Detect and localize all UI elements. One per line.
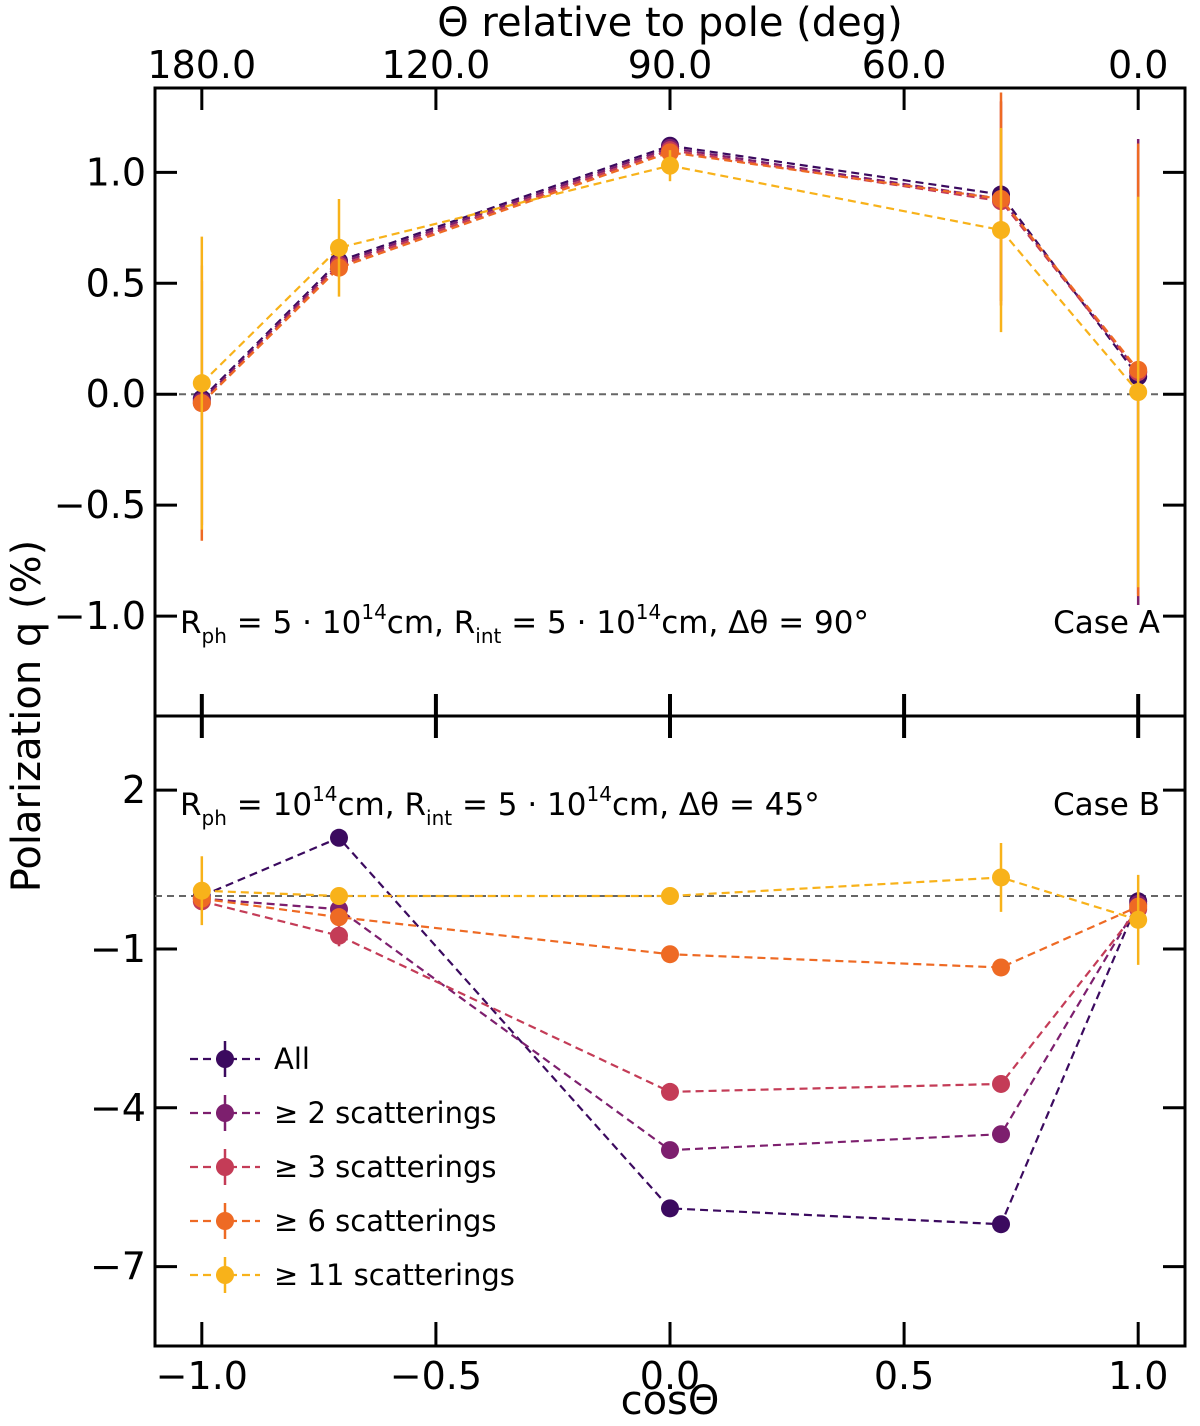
legend-entry-2: ≥ 3 scatterings: [190, 1149, 496, 1185]
legend-marker-4: [216, 1266, 234, 1284]
panel-b-series-2-point-1: [329, 926, 348, 945]
panel-a-series-2-line: [201, 149, 1140, 404]
legend-entry-1: ≥ 2 scatterings: [190, 1095, 496, 1131]
top-tick-label-0: 180.0: [147, 43, 256, 87]
panel-a-ytick-label-3: 0.5: [86, 261, 146, 305]
panel-a-annot-r: R: [180, 605, 202, 641]
panel-b-series-0-line: [201, 836, 1140, 1226]
panel-b-annotation: Rph = 1014cm, Rint = 5 · 1014cm, Δθ = 45…: [180, 782, 820, 830]
panel-a-annot-sub-int: int: [475, 624, 501, 648]
panel-a-series-4-point-0: [192, 374, 211, 393]
legend-marker-2: [216, 1158, 234, 1176]
legend-entry-3: ≥ 6 scatterings: [190, 1203, 496, 1239]
x-axis-title: cosΘ: [621, 1378, 720, 1424]
legend-entry-4: ≥ 11 scatterings: [190, 1257, 515, 1293]
top-tick-label-2: 90.0: [628, 43, 713, 87]
panel-b-annot-sub-ph: ph: [202, 806, 227, 830]
data-series: [192, 92, 1148, 1234]
panel-b-series-1-point-2: [661, 1141, 679, 1160]
panel-b-series-2-point-2: [661, 1082, 679, 1101]
panel-b-series-3-point-3: [992, 958, 1011, 977]
legend-marker-1: [216, 1104, 234, 1122]
legend-label-4: ≥ 11 scatterings: [274, 1258, 515, 1292]
panel-a-ytick-label-1: −0.5: [54, 483, 146, 527]
panel-b-series-1-point-3: [992, 1125, 1011, 1144]
panel-b-annot-exp2: 14: [587, 782, 612, 806]
panel-a-annot-exp2: 14: [636, 600, 661, 624]
panel-a-annot-sub-ph: ph: [202, 624, 227, 648]
panel-a-case-label: Case A: [1053, 605, 1160, 641]
panel-b-annot-end: cm, Δθ = 45°: [612, 787, 820, 823]
panel-a-series-4-point-2: [661, 156, 679, 175]
panel-b-annot-sub-int: int: [426, 806, 452, 830]
panel-b-series-0-point-1: [329, 828, 348, 847]
top-tick-label-3: 60.0: [862, 43, 947, 87]
panel-b-case-label: Case B: [1053, 787, 1160, 823]
panel-b-annot-exp1: 14: [312, 782, 337, 806]
panel-b-ytick-label-0: 2: [122, 768, 146, 812]
legend-label-1: ≥ 2 scatterings: [274, 1096, 496, 1130]
legend: All ≥ 2 scatterings ≥ 3 scatterings ≥ 6 sca…: [190, 1041, 515, 1293]
x-tick-label-3: 0.5: [874, 1354, 934, 1398]
x-tick-label-0: −1.0: [156, 1354, 248, 1398]
x-tick-label-4: 1.0: [1108, 1354, 1168, 1398]
panel-a-annot-eq1: = 5 · 10: [227, 605, 361, 641]
panel-a-annot-mid: cm, R: [387, 605, 476, 641]
panel-b-annot-r: R: [180, 787, 202, 823]
panel-b-ytick-label-2: −4: [90, 1086, 146, 1130]
panel-b-annot-eq1: = 10: [227, 787, 312, 823]
legend-entry-0: All: [190, 1041, 310, 1077]
y-axis-title: Polarization q (%): [4, 540, 50, 893]
panel-b-series-3-point-1: [329, 908, 348, 927]
panel-a-annot-exp1: 14: [361, 600, 386, 624]
panel-a-series-3-line: [201, 151, 1140, 404]
panel-b-ytick-label-1: −1: [90, 927, 146, 971]
legend-label-0: All: [274, 1042, 310, 1076]
panel-b-series-4-point-0: [192, 881, 211, 900]
panel-b-series-3-point-2: [661, 945, 679, 964]
panel-a-annot-eq2: = 5 · 10: [501, 605, 635, 641]
panel-b-series-0-point-3: [992, 1215, 1011, 1234]
panel-b-series-4-point-2: [661, 887, 679, 905]
panel-b-series-4: [192, 843, 1148, 965]
x-tick-label-1: −0.5: [390, 1354, 482, 1398]
panel-a-series-4-point-3: [992, 221, 1011, 240]
legend-marker-0: [216, 1050, 234, 1068]
panel-b-series-4-point-3: [992, 868, 1011, 887]
top-axis-title: Θ relative to pole (deg): [437, 0, 903, 46]
panel-b-series-0-point-2: [661, 1199, 679, 1218]
x-tick-label-2: 0.0: [640, 1354, 700, 1398]
panel-b-series-4-point-4: [1129, 910, 1148, 929]
panel-a-annot-end: cm, Δθ = 90°: [661, 605, 869, 641]
panel-b-annot-mid: cm, R: [338, 787, 427, 823]
panel-a-series-4-point-4: [1129, 383, 1148, 402]
top-tick-label-4: 0.0: [1108, 43, 1168, 87]
legend-label-3: ≥ 6 scatterings: [274, 1204, 496, 1238]
panel-a-annotation: Rph = 5 · 1014cm, Rint = 5 · 1014cm, Δθ …: [180, 600, 869, 648]
legend-marker-3: [216, 1212, 234, 1230]
panel-a-series-4: [192, 127, 1148, 588]
panel-a-ytick-label-0: −1.0: [54, 594, 146, 638]
top-tick-label-1: 120.0: [382, 43, 491, 87]
panel-b-series-2-point-3: [992, 1074, 1011, 1093]
panel-b-annot-eq2: = 5 · 10: [452, 787, 586, 823]
panel-a-ytick-label-2: 0.0: [86, 372, 146, 416]
axis-ticks: 180.0 120.0 90.0 60.0 0.0 −1.0 −0.5 0.0 0.5 1.0 −1…: [54, 43, 1185, 1398]
panel-a-series-4-point-1: [329, 238, 348, 257]
panel-b-series-4-point-1: [329, 887, 348, 905]
legend-label-2: ≥ 3 scatterings: [274, 1150, 496, 1184]
panel-a-ytick-label-4: 1.0: [86, 150, 146, 194]
panel-b-ytick-label-3: −7: [90, 1245, 146, 1289]
